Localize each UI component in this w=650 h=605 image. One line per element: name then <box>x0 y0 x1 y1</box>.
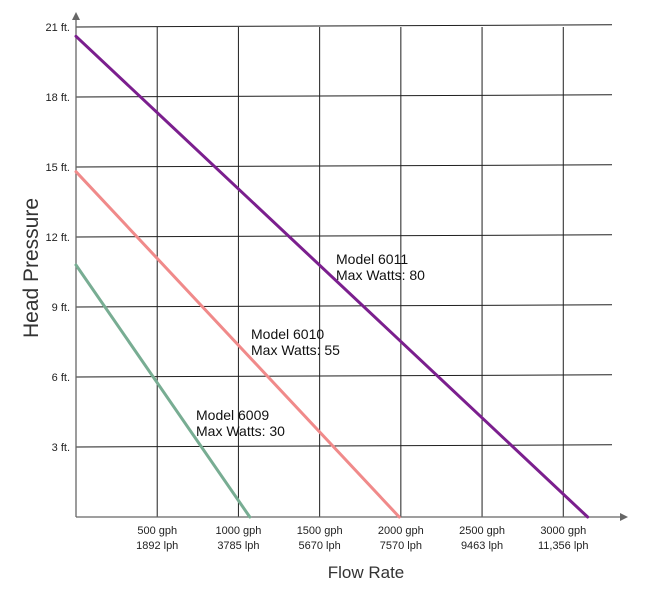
x-tick-sublabel: 7570 lph <box>380 540 422 552</box>
series-watt-label: Max Watts: 30 <box>196 423 285 439</box>
x-tick-sublabel: 1892 lph <box>136 540 178 552</box>
grid-line-y <box>75 234 613 238</box>
y-tick-label: 15 ft. <box>46 162 70 174</box>
series-layer <box>74 34 590 519</box>
tick-layer: 3 ft. 6 ft. 9 ft. 12 ft. 15 ft. 18 ft. 21 ft. 5… <box>46 22 589 552</box>
x-tick-sublabel: 3785 lph <box>217 540 259 552</box>
y-tick-label: 12 ft. <box>46 232 70 244</box>
series-name-label: Model 6009 <box>196 407 269 423</box>
series-watt-label: Max Watts: 55 <box>251 342 340 358</box>
series-line <box>74 263 252 519</box>
x-tick-label: 500 gph <box>137 525 177 537</box>
series-name-label: Model 6011 <box>336 251 408 267</box>
grid-line-y <box>75 374 613 378</box>
x-tick-label: 3000 gph <box>540 525 586 537</box>
series-line <box>74 170 401 519</box>
grid-line-y <box>75 164 613 168</box>
y-tick-label: 21 ft. <box>46 22 70 34</box>
grid-layer <box>75 24 613 517</box>
y-tick-label: 3 ft. <box>52 442 70 454</box>
x-axis-title: Flow Rate <box>328 563 405 582</box>
y-axis-arrow <box>72 12 80 20</box>
x-axis-arrow <box>620 513 628 521</box>
y-tick-label: 18 ft. <box>46 92 70 104</box>
x-tick-sublabel: 9463 lph <box>461 540 503 552</box>
x-tick-sublabel: 11,356 lph <box>538 540 589 552</box>
x-tick-label: 2000 gph <box>378 525 424 537</box>
grid-line-y <box>75 24 613 28</box>
y-tick-label: 9 ft. <box>52 302 70 314</box>
x-tick-sublabel: 5670 lph <box>299 540 341 552</box>
series-line <box>74 34 590 519</box>
x-tick-label: 1500 gph <box>297 525 343 537</box>
grid-line-y <box>75 444 613 448</box>
series-name-label: Model 6010 <box>251 326 324 342</box>
series-watt-label: Max Watts: 80 <box>336 267 425 283</box>
x-tick-label: 2500 gph <box>459 525 505 537</box>
y-tick-label: 6 ft. <box>52 372 70 384</box>
x-tick-label: 1000 gph <box>215 525 261 537</box>
grid-line-y <box>75 304 613 308</box>
y-axis-title: Head Pressure <box>20 198 43 338</box>
grid-line-y <box>75 94 613 98</box>
